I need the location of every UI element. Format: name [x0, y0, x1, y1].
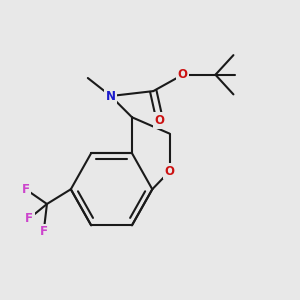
Text: F: F	[40, 225, 48, 238]
Text: O: O	[155, 114, 165, 127]
Text: N: N	[106, 89, 116, 103]
Text: O: O	[165, 165, 175, 178]
Text: F: F	[25, 212, 33, 225]
Text: F: F	[22, 183, 30, 196]
Text: O: O	[178, 68, 188, 81]
